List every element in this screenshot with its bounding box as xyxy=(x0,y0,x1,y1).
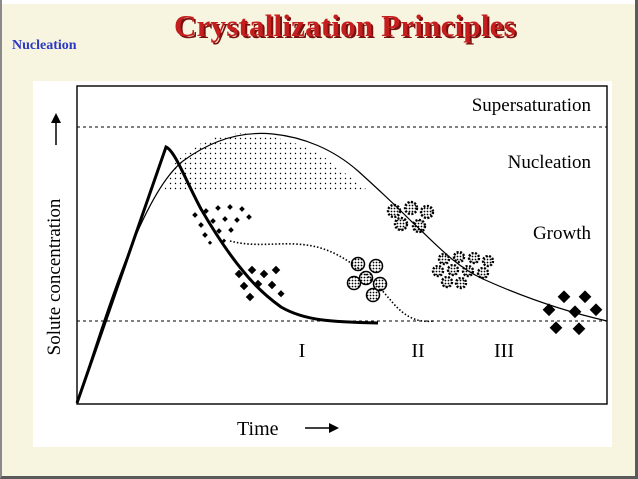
crystals-cluster-III-upper xyxy=(386,200,435,234)
section-label: Nucleation xyxy=(12,38,77,53)
x-axis-arrow xyxy=(305,423,339,433)
plot-frame xyxy=(76,85,608,405)
supersaturation-region xyxy=(165,133,369,191)
crystallization-diagram: Supersaturation Nucleation Growth I II I… xyxy=(44,85,608,440)
region-label-III: III xyxy=(494,340,514,362)
zone-label-nucleation: Nucleation xyxy=(508,152,592,173)
zone-label-supersaturation: Supersaturation xyxy=(472,95,592,116)
crystals-cluster-I-lower xyxy=(234,265,285,302)
crystals-cluster-III-middle xyxy=(431,250,495,290)
crystals-cluster-II xyxy=(346,256,388,303)
zone-label-growth: Growth xyxy=(533,223,592,244)
profile-II-curve xyxy=(229,240,434,323)
region-label-I: I xyxy=(299,340,306,362)
crystals-cluster-III-lower xyxy=(542,290,603,336)
y-axis-arrow xyxy=(51,113,61,145)
slide-title: Crystallization Principles xyxy=(174,8,516,43)
y-axis-label: Solute concentration xyxy=(44,198,65,355)
figure-panel: Supersaturation Nucleation Growth I II I… xyxy=(33,81,612,447)
x-axis-label: Time xyxy=(237,418,279,440)
nuclei-cluster-I-upper xyxy=(192,204,252,245)
region-label-II: II xyxy=(411,340,424,362)
profile-I-curve xyxy=(75,144,379,404)
